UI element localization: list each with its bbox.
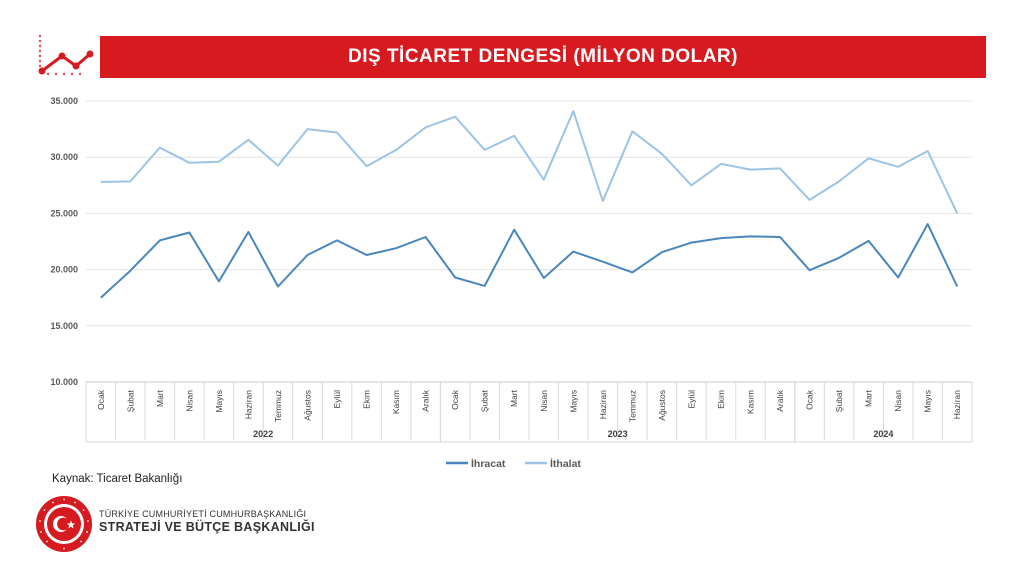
year-group-label: 2024 (873, 429, 893, 439)
x-tick-label: Mayıs (923, 390, 933, 413)
y-tick-label: 30.000 (50, 152, 78, 162)
x-tick-label: Eylül (332, 390, 342, 409)
trend-line-icon (38, 34, 94, 76)
x-tick-label: Nisan (184, 390, 194, 412)
y-tick-label: 15.000 (50, 321, 78, 331)
series-line-imports (100, 110, 959, 214)
org-name-line2: STRATEJİ VE BÜTÇE BAŞKANLIĞI (99, 520, 315, 534)
x-tick-label: Temmuz (273, 390, 283, 422)
x-tick-label: Mart (155, 389, 165, 407)
year-group-label: 2022 (253, 429, 273, 439)
x-tick-label: Mart (509, 389, 519, 407)
x-tick-label: Ocak (805, 389, 815, 410)
source-note: Kaynak: Ticaret Bakanlığı (52, 473, 183, 485)
x-tick-label: Şubat (834, 389, 844, 412)
x-tick-label: Ekim (362, 390, 372, 409)
x-tick-label: Şubat (125, 389, 135, 412)
y-tick-label: 35.000 (50, 96, 78, 106)
x-tick-label: Nisan (539, 390, 549, 412)
institution-seal-logo (36, 496, 92, 552)
y-tick-label: 25.000 (50, 208, 78, 218)
series-line-exports (100, 223, 959, 299)
x-tick-label: Ağustos (657, 390, 667, 421)
year-group-label: 2023 (608, 429, 628, 439)
legend-label: İhracat (471, 457, 506, 470)
x-tick-label: Aralık (421, 389, 431, 411)
x-tick-label: Kasım (391, 390, 401, 414)
x-tick-label: Ağustos (303, 390, 313, 421)
x-tick-label: Haziran (598, 390, 608, 420)
x-tick-label: Aralık (775, 389, 785, 411)
x-tick-label: Haziran (952, 390, 962, 420)
x-tick-label: Temmuz (627, 390, 637, 422)
chart-title: DIŞ TİCARET DENGESİ (MİLYON DOLAR) (348, 46, 738, 67)
legend-label: İthalat (550, 457, 581, 470)
x-tick-label: Ocak (96, 389, 106, 410)
x-tick-label: Eylül (686, 390, 696, 409)
org-name-line1: TÜRKİYE CUMHURİYETİ CUMHURBAŞKANLIĞI (99, 509, 307, 519)
x-tick-label: Mayıs (568, 390, 578, 413)
y-tick-label: 20.000 (50, 265, 78, 275)
x-tick-label: Haziran (243, 390, 253, 420)
x-tick-label: Şubat (480, 389, 490, 412)
x-tick-label: Ocak (450, 389, 460, 410)
title-banner: DIŞ TİCARET DENGESİ (MİLYON DOLAR) (100, 36, 986, 78)
y-tick-label: 10.000 (50, 377, 78, 387)
x-tick-label: Ekim (716, 390, 726, 409)
x-tick-label: Mayıs (214, 390, 224, 413)
x-tick-label: Nisan (893, 390, 903, 412)
x-tick-label: Mart (864, 389, 874, 407)
x-tick-label: Kasım (746, 390, 756, 414)
